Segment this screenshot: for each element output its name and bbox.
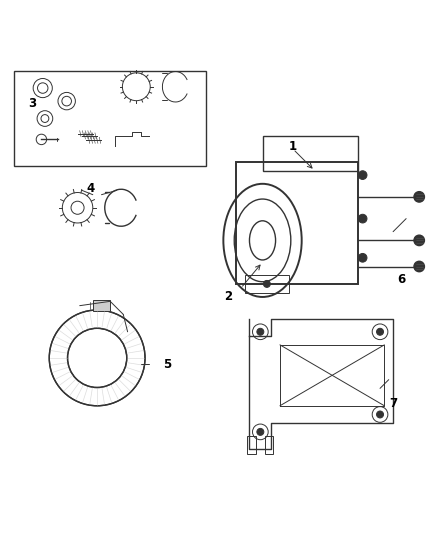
Bar <box>93 301 110 311</box>
Text: 7: 7 <box>389 397 397 410</box>
Circle shape <box>257 328 264 335</box>
Circle shape <box>377 411 384 418</box>
Bar <box>237 162 358 284</box>
Text: 4: 4 <box>86 182 95 195</box>
Circle shape <box>358 214 367 223</box>
Circle shape <box>377 328 384 335</box>
Text: 2: 2 <box>224 290 232 303</box>
Circle shape <box>263 280 270 287</box>
Bar <box>245 275 289 293</box>
Circle shape <box>358 254 367 262</box>
Bar <box>265 436 273 454</box>
Circle shape <box>414 192 424 202</box>
Text: 5: 5 <box>162 358 171 371</box>
Circle shape <box>414 261 424 272</box>
Circle shape <box>358 171 367 180</box>
Bar <box>14 71 206 166</box>
Text: 3: 3 <box>28 97 36 110</box>
Circle shape <box>414 235 424 246</box>
Text: 6: 6 <box>398 273 406 286</box>
Text: 1: 1 <box>289 140 297 154</box>
Bar <box>262 136 358 171</box>
Bar <box>247 436 256 454</box>
Circle shape <box>257 429 264 435</box>
